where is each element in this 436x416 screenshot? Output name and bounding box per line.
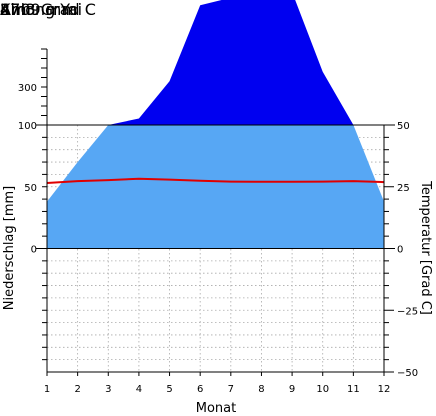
precip-tick-label: 50 [24, 183, 37, 194]
precipitation-fill [47, 125, 384, 249]
x-tick-label: 11 [347, 384, 360, 395]
temp-tick-label: 25 [397, 183, 410, 194]
temperature-line [46, 177, 385, 184]
x-tick-label: 2 [74, 384, 80, 395]
annual-precipitation: 4709 mm [0, 0, 77, 19]
x-axis-label: Monat [196, 401, 236, 416]
x-tick-label: 8 [258, 384, 264, 395]
right-axis-label: Temperatur [Grad C] [418, 180, 433, 315]
precip-tick-label: 100 [18, 121, 37, 132]
x-tick-label: 3 [105, 384, 111, 395]
x-tick-label: 5 [166, 384, 172, 395]
x-tick-label: 7 [228, 384, 234, 395]
x-tick-label: 4 [136, 384, 142, 395]
temp-tick-label: 50 [397, 121, 410, 132]
x-tick-label: 9 [289, 384, 295, 395]
precip-tick-label: 0 [31, 245, 37, 256]
mean-temperature: 27.3 Grad C [0, 0, 96, 19]
precip-tick-label: 300 [18, 83, 37, 94]
climate-class: Am [0, 0, 27, 19]
x-tick-label: 12 [378, 384, 391, 395]
x-tick-label: 1 [44, 384, 50, 395]
precipitation-excess-fill [47, 0, 384, 125]
temp-tick-label: −25 [397, 306, 418, 317]
temp-tick-label: −50 [397, 368, 418, 379]
temperature-series [46, 177, 385, 184]
temp-tick-label: 0 [397, 245, 403, 256]
station-name: Khlong Yai [0, 0, 83, 19]
station-elevation: 4 m [0, 0, 31, 19]
left-axis-label: Niederschlag [mm] [2, 186, 17, 311]
precipitation-area [47, 0, 384, 249]
x-tick-label: 6 [197, 384, 203, 395]
x-tick-label: 10 [316, 384, 329, 395]
